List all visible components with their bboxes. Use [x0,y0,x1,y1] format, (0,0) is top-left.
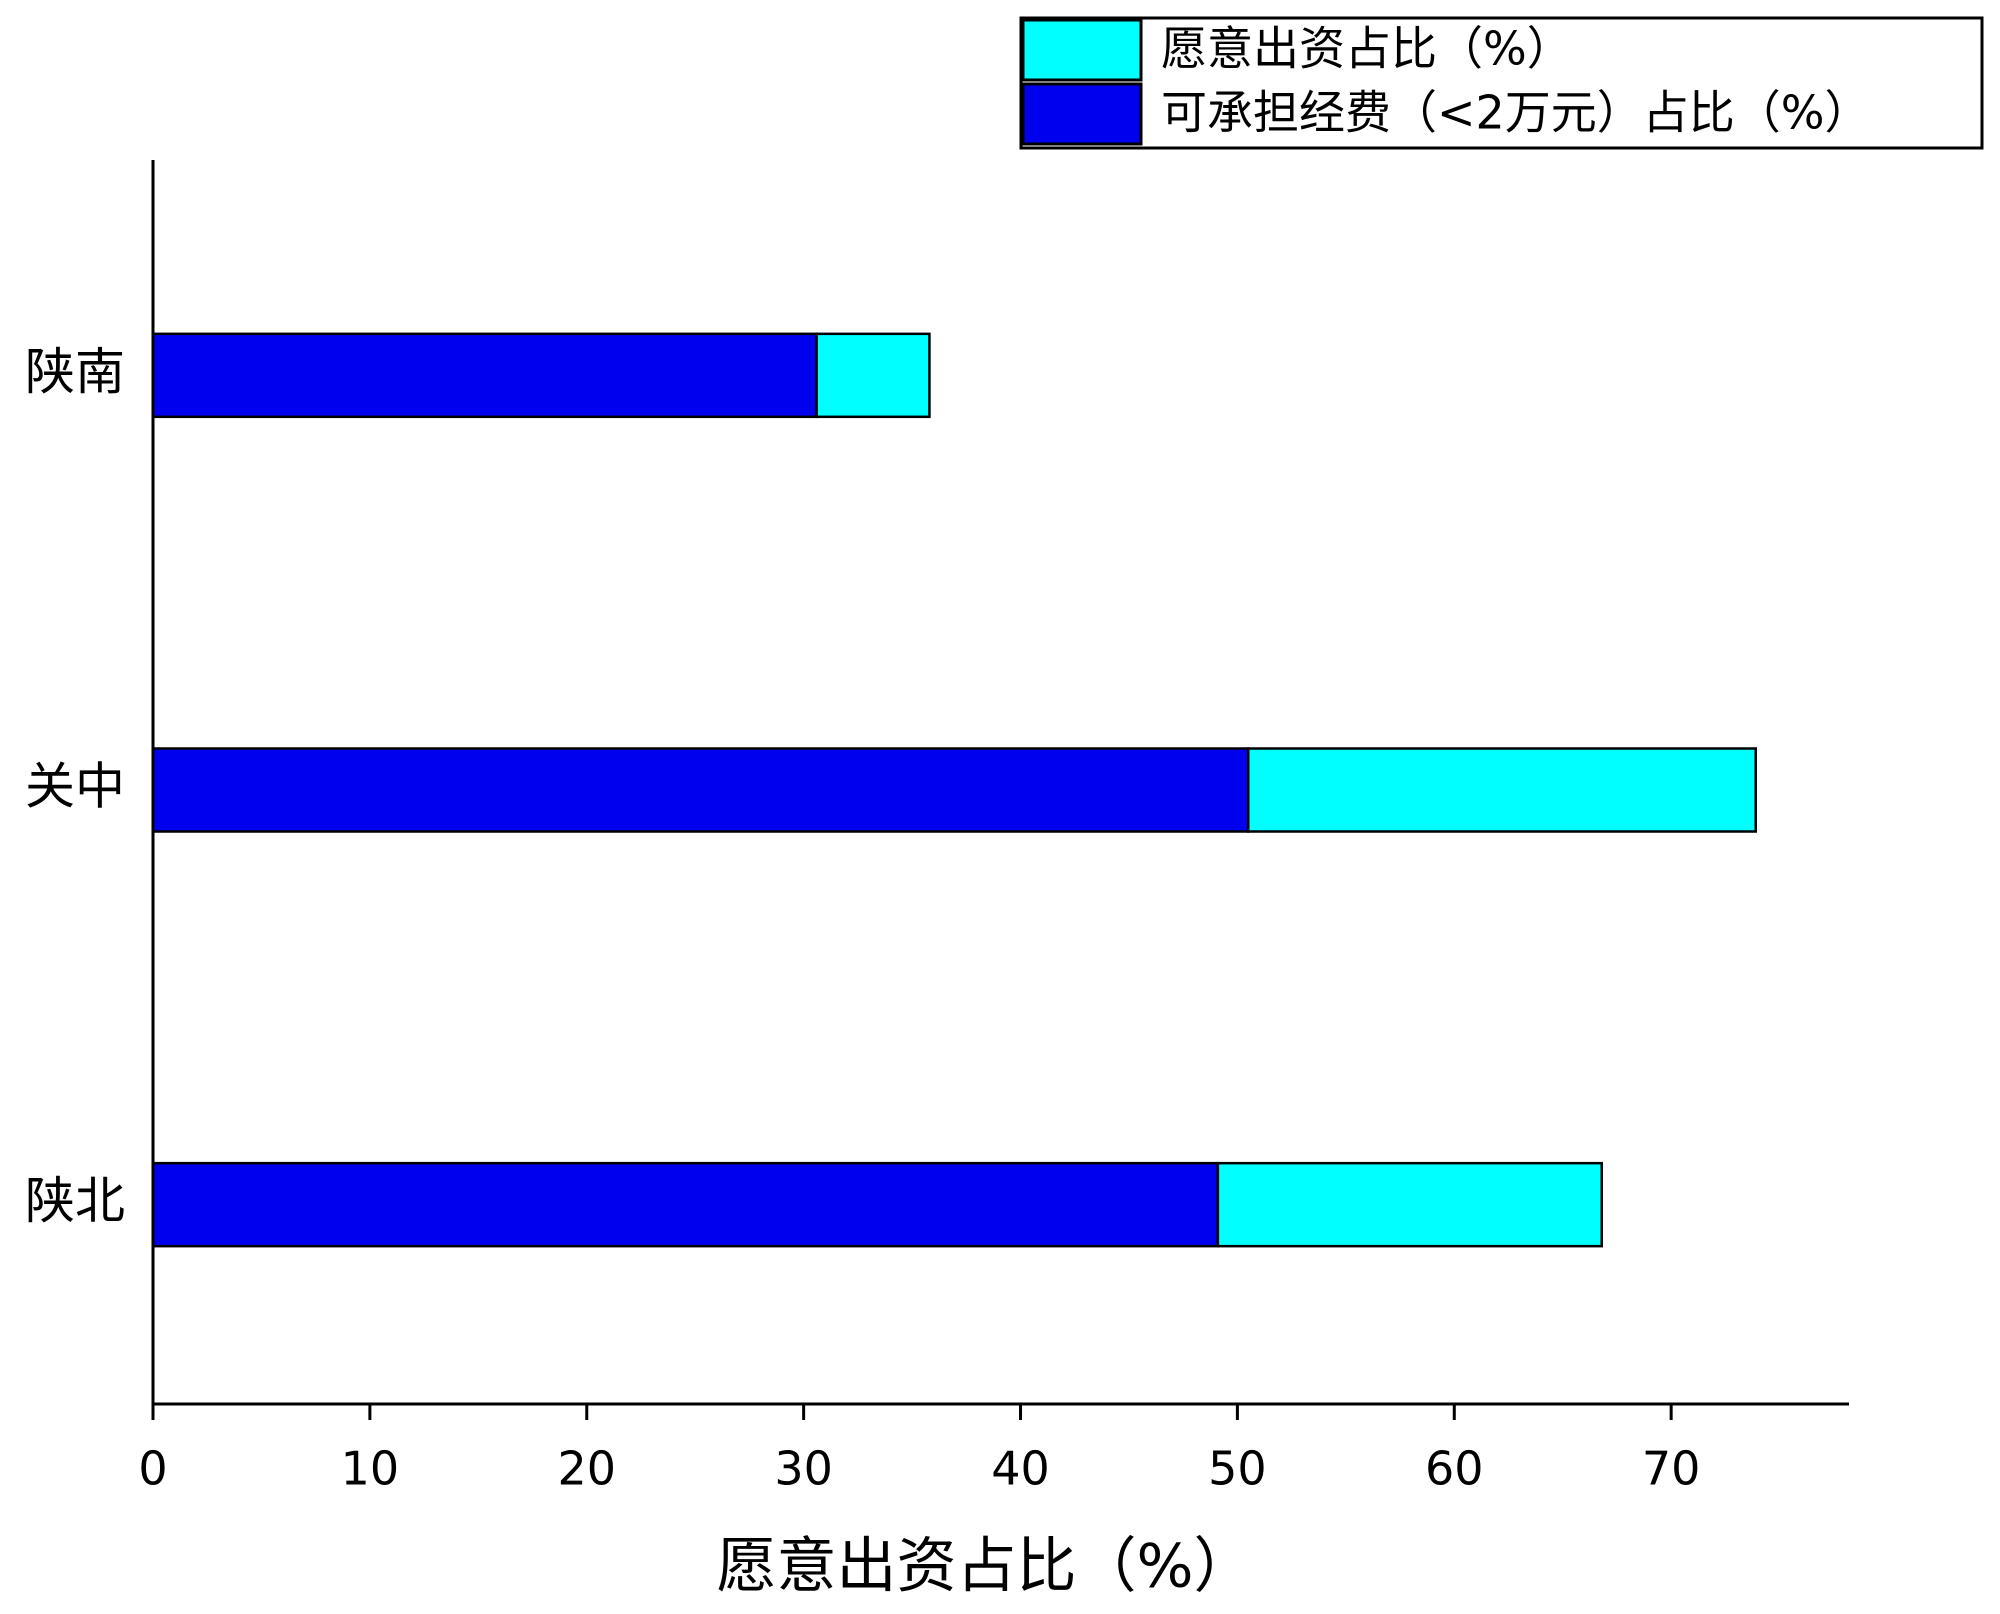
x-tick-label: 20 [557,1442,616,1496]
bar-segment [151,332,818,419]
bar-segment [151,747,1250,833]
y-tick-label: 陕北 [25,1172,125,1230]
y-tick-label: 关中 [25,758,125,816]
x-tick-label: 30 [774,1442,833,1496]
x-tick-label: 70 [1642,1442,1701,1496]
bar-segment [1246,747,1757,833]
legend-swatch [1021,18,1143,82]
x-tick-label: 0 [138,1442,167,1496]
x-axis-title: 愿意出资占比（%） [716,1532,1253,1602]
bar-segment [815,332,931,419]
bar-segment [1216,1161,1604,1248]
bar-segment [151,1161,1220,1248]
legend-label: 愿意出资占比（%） [1161,22,1573,76]
legend-swatch [1021,82,1143,146]
x-tick-label: 10 [341,1442,400,1496]
x-tick-label: 50 [1208,1442,1267,1496]
legend-box [1019,16,1984,150]
x-tick-label: 60 [1425,1442,1484,1496]
legend-label: 可承担经费（<2万元）占比（%） [1161,86,1871,140]
x-tick-label: 40 [991,1442,1050,1496]
y-tick-label: 陕南 [25,343,125,401]
